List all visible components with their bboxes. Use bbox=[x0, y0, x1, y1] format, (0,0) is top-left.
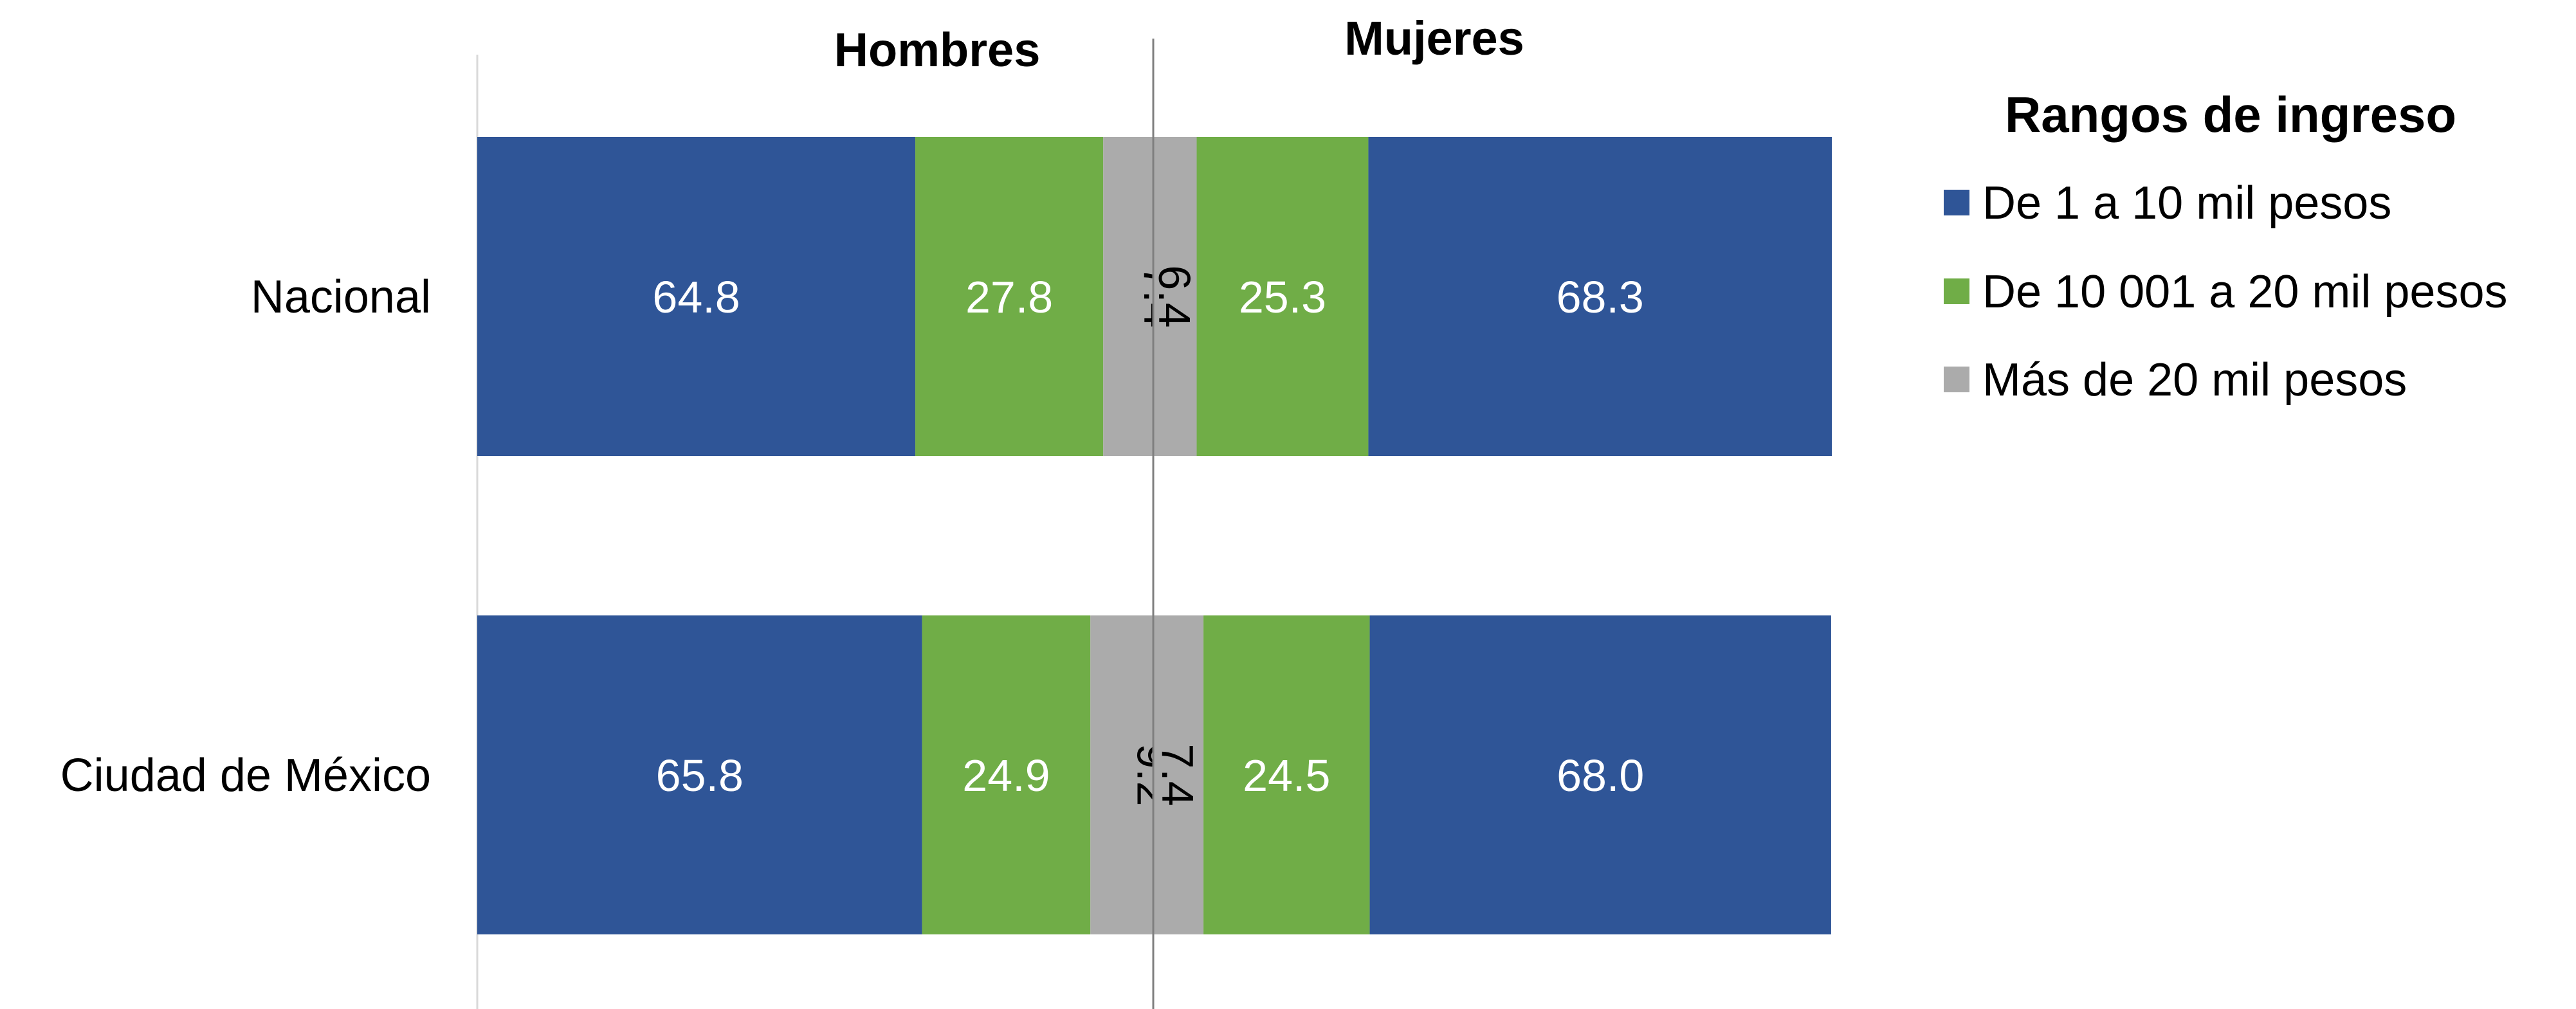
bar-mujeres-2 bbox=[1196, 137, 1369, 456]
data-label-hombres: 27.8 bbox=[965, 272, 1053, 322]
legend-label: De 10 001 a 20 mil pesos bbox=[1982, 266, 2508, 318]
data-label-hombres: 24.9 bbox=[962, 750, 1050, 801]
bar-hombres-3 bbox=[1103, 137, 1153, 456]
bar-mujeres-3 bbox=[1153, 137, 1197, 456]
bar-mujeres-3 bbox=[1153, 615, 1204, 934]
data-label-mujeres: 68.3 bbox=[1557, 272, 1644, 322]
legend-swatch bbox=[1944, 278, 1969, 304]
group-header-mujeres: Mujeres bbox=[1344, 12, 1524, 65]
bar-mujeres-2 bbox=[1203, 615, 1370, 934]
group-header-hombres: Hombres bbox=[834, 23, 1041, 77]
data-label-mujeres: 6.4 bbox=[1149, 265, 1200, 327]
category-label: Nacional bbox=[251, 271, 431, 323]
legend-title: Rangos de ingreso bbox=[2005, 86, 2456, 143]
data-label-mujeres: 7.4 bbox=[1153, 743, 1203, 806]
bar-hombres-2 bbox=[922, 615, 1091, 934]
bar-mujeres-1 bbox=[1369, 615, 1831, 934]
data-label-hombres: 65.8 bbox=[656, 750, 744, 801]
data-label-hombres: 64.8 bbox=[652, 272, 740, 322]
legend-swatch bbox=[1944, 367, 1969, 392]
bar-hombres-3 bbox=[1090, 615, 1153, 934]
bar-mujeres-1 bbox=[1368, 137, 1832, 456]
legend-label: Más de 20 mil pesos bbox=[1982, 354, 2407, 406]
category-label: Ciudad de México bbox=[60, 750, 431, 801]
bar-hombres-1 bbox=[477, 137, 916, 456]
data-label-mujeres: 68.0 bbox=[1557, 750, 1644, 801]
bar-hombres-2 bbox=[915, 137, 1104, 456]
data-label-mujeres: 24.5 bbox=[1243, 750, 1330, 801]
legend-label: De 1 a 10 mil pesos bbox=[1982, 177, 2391, 229]
data-label-mujeres: 25.3 bbox=[1239, 272, 1326, 322]
bar-hombres-1 bbox=[477, 615, 922, 934]
legend-swatch bbox=[1944, 190, 1969, 215]
